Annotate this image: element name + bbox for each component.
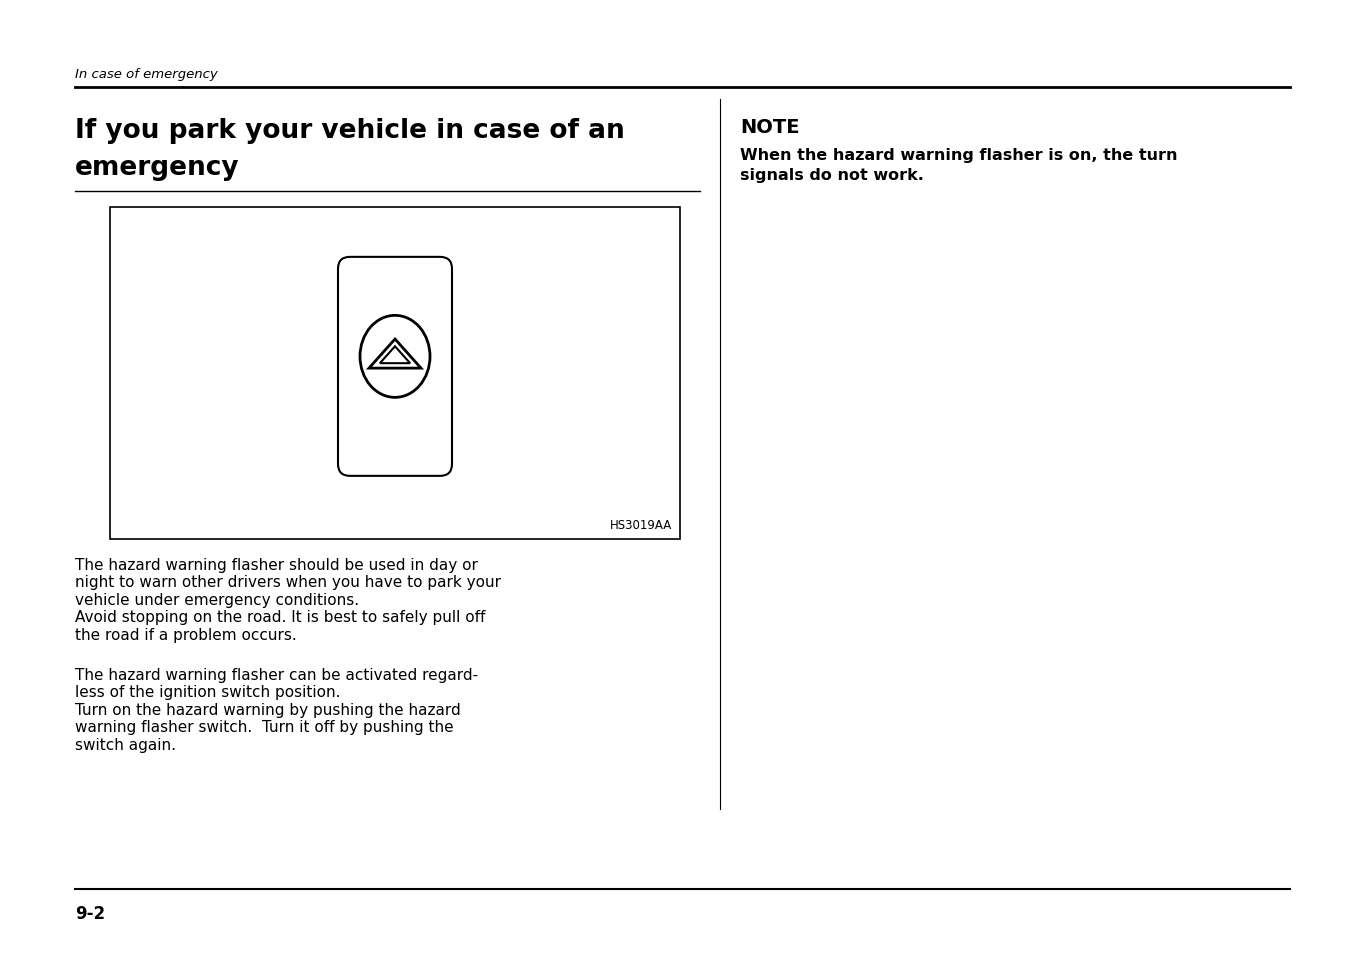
Text: NOTE: NOTE xyxy=(740,118,799,137)
Text: vehicle under emergency conditions.: vehicle under emergency conditions. xyxy=(74,593,360,607)
Text: signals do not work.: signals do not work. xyxy=(740,168,923,183)
Polygon shape xyxy=(369,339,420,369)
Text: The hazard warning flasher can be activated regard-: The hazard warning flasher can be activa… xyxy=(74,667,479,682)
Text: HS3019AA: HS3019AA xyxy=(610,518,672,532)
Polygon shape xyxy=(380,347,410,364)
Text: 9-2: 9-2 xyxy=(74,904,105,923)
Text: If you park your vehicle in case of an: If you park your vehicle in case of an xyxy=(74,118,625,144)
Text: warning flasher switch.  Turn it off by pushing the: warning flasher switch. Turn it off by p… xyxy=(74,720,454,735)
Text: When the hazard warning flasher is on, the turn: When the hazard warning flasher is on, t… xyxy=(740,148,1178,163)
Text: night to warn other drivers when you have to park your: night to warn other drivers when you hav… xyxy=(74,575,502,590)
Bar xyxy=(110,208,680,539)
Text: emergency: emergency xyxy=(74,154,239,181)
Ellipse shape xyxy=(360,316,430,398)
Text: switch again.: switch again. xyxy=(74,738,176,752)
Text: the road if a problem occurs.: the road if a problem occurs. xyxy=(74,627,296,642)
Text: Turn on the hazard warning by pushing the hazard: Turn on the hazard warning by pushing th… xyxy=(74,702,461,718)
Text: Avoid stopping on the road. It is best to safely pull off: Avoid stopping on the road. It is best t… xyxy=(74,610,485,625)
Text: The hazard warning flasher should be used in day or: The hazard warning flasher should be use… xyxy=(74,558,477,573)
Text: less of the ignition switch position.: less of the ignition switch position. xyxy=(74,685,341,700)
FancyBboxPatch shape xyxy=(338,257,452,476)
Text: In case of emergency: In case of emergency xyxy=(74,68,218,81)
